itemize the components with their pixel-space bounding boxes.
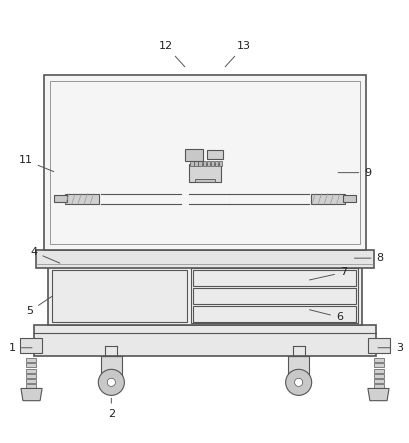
Polygon shape: [21, 389, 42, 400]
Bar: [26, 385, 36, 389]
Bar: [44, 75, 365, 250]
Bar: [198, 161, 201, 166]
Text: 7: 7: [309, 268, 346, 280]
Circle shape: [197, 192, 212, 206]
Bar: [20, 338, 42, 353]
Circle shape: [107, 378, 115, 386]
Text: 2: 2: [108, 398, 115, 419]
Bar: [112, 285, 117, 299]
Circle shape: [285, 369, 311, 396]
Bar: [259, 312, 282, 316]
Bar: [188, 163, 221, 182]
Bar: [218, 161, 222, 166]
Text: 6: 6: [309, 310, 342, 322]
Bar: [194, 161, 197, 166]
Bar: [259, 276, 282, 280]
Bar: [64, 194, 99, 204]
Bar: [373, 369, 383, 373]
Bar: [367, 338, 389, 353]
Bar: [373, 385, 383, 389]
Text: 11: 11: [19, 155, 54, 171]
Circle shape: [273, 276, 278, 281]
Bar: [48, 266, 361, 325]
Bar: [343, 195, 355, 202]
Circle shape: [98, 369, 124, 396]
Text: 8: 8: [353, 253, 383, 263]
Bar: [373, 363, 383, 367]
Text: 1: 1: [9, 343, 32, 353]
Bar: [190, 268, 357, 323]
Bar: [26, 369, 36, 373]
Circle shape: [52, 195, 60, 203]
Text: 4: 4: [30, 247, 60, 263]
Bar: [52, 269, 186, 323]
Circle shape: [262, 312, 267, 317]
Bar: [210, 161, 213, 166]
Bar: [34, 325, 375, 356]
Bar: [194, 179, 215, 182]
Circle shape: [202, 197, 207, 202]
Bar: [207, 150, 223, 159]
Bar: [310, 194, 345, 204]
Bar: [373, 374, 383, 378]
Bar: [192, 306, 355, 322]
Bar: [36, 250, 373, 268]
Polygon shape: [367, 389, 388, 400]
Bar: [202, 161, 205, 166]
Text: 12: 12: [159, 41, 184, 67]
Circle shape: [273, 294, 278, 299]
Bar: [190, 161, 193, 166]
Bar: [259, 295, 282, 299]
Circle shape: [349, 195, 357, 203]
Bar: [206, 161, 209, 166]
Circle shape: [294, 378, 302, 386]
Bar: [54, 195, 66, 202]
Bar: [373, 379, 383, 383]
Bar: [26, 358, 36, 362]
Bar: [184, 149, 202, 161]
Circle shape: [187, 182, 222, 216]
Text: 13: 13: [225, 41, 250, 67]
Bar: [192, 288, 355, 304]
Circle shape: [273, 312, 278, 317]
Text: 9: 9: [337, 167, 371, 178]
Bar: [214, 161, 218, 166]
Bar: [26, 363, 36, 367]
Text: 5: 5: [26, 296, 52, 316]
Bar: [373, 358, 383, 362]
Text: 3: 3: [377, 343, 402, 353]
Bar: [26, 379, 36, 383]
Circle shape: [262, 294, 267, 299]
Bar: [101, 356, 121, 378]
Bar: [288, 356, 308, 378]
Bar: [26, 374, 36, 378]
Bar: [50, 81, 359, 244]
Circle shape: [262, 276, 267, 281]
Bar: [192, 270, 355, 286]
